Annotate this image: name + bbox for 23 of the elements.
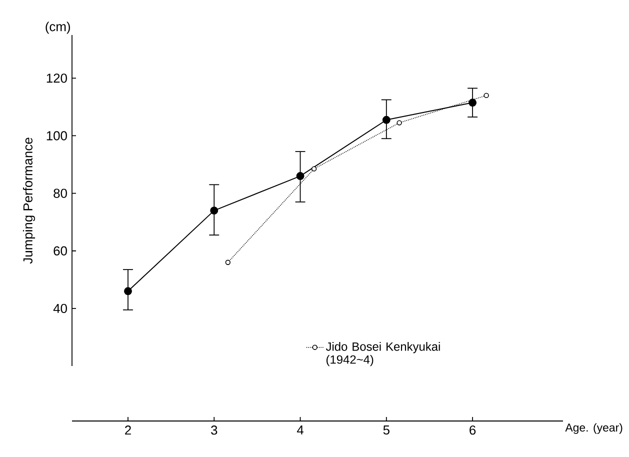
y-tick-label: 60 <box>54 246 67 256</box>
point <box>396 120 402 126</box>
point <box>484 92 489 98</box>
x-axis-title: Age. (year) <box>565 423 622 434</box>
x-tick-label: 4 <box>296 426 304 434</box>
x-tick-label: 2 <box>125 426 131 435</box>
point <box>124 287 132 296</box>
point <box>311 166 317 172</box>
text: (cm) <box>46 22 70 34</box>
y-axis-title: Jumping Performance <box>22 138 36 264</box>
legend-label: Jido Bosei Kenkyukai (1942~4) <box>326 342 440 366</box>
point <box>296 172 304 180</box>
x-tick-label: 5 <box>383 426 390 435</box>
point <box>382 116 390 124</box>
point <box>468 98 477 107</box>
x-tick-label: 6 <box>470 426 476 435</box>
y-tick-label: 120 <box>46 74 67 83</box>
x-tick-label: 3 <box>211 426 218 435</box>
y-tick-label: 40 <box>53 304 67 314</box>
point <box>225 260 231 265</box>
point <box>210 206 218 215</box>
y-tick-label: 80 <box>54 188 67 198</box>
y-tick-label: 100 <box>46 131 67 140</box>
